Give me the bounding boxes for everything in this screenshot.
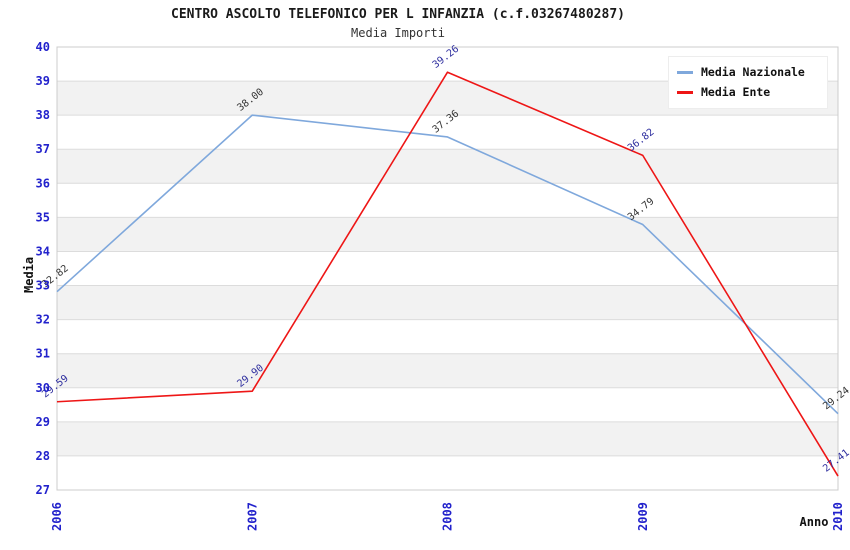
y-tick-label: 33: [36, 279, 50, 293]
series-line-media-nazionale: [56, 114, 839, 415]
plot-band: [57, 455, 838, 490]
legend-label: Media Nazionale: [701, 65, 805, 79]
x-tick-label: 2007: [245, 502, 259, 531]
plot-border: [56, 46, 839, 491]
y-tick-label: 29: [36, 415, 50, 429]
plot-band: [57, 285, 838, 320]
plot-band: [57, 251, 838, 286]
y-tick-label: 34: [36, 244, 50, 258]
y-tick-label: 35: [36, 210, 50, 224]
x-tick-label: 2009: [636, 502, 650, 531]
x-tick-label: 2006: [50, 502, 64, 531]
y-tick-label: 31: [36, 347, 50, 361]
plot-band: [57, 421, 838, 456]
y-tick-label: 30: [36, 381, 50, 395]
y-tick-label: 38: [36, 108, 50, 122]
plot-band: [57, 319, 838, 354]
legend-label: Media Ente: [701, 85, 771, 99]
legend: Media Nazionale Media Ente: [668, 56, 828, 109]
y-tick-label: 40: [36, 40, 50, 54]
plot-band: [57, 217, 838, 252]
chart-subtitle: Media Importi: [351, 26, 445, 40]
x-axis-title: Anno: [800, 515, 829, 529]
series-line-media-ente: [56, 71, 839, 477]
chart-title: CENTRO ASCOLTO TELEFONICO PER L INFANZIA…: [171, 7, 625, 22]
legend-item-media-ente: Media Ente: [677, 82, 819, 102]
y-tick-label: 28: [36, 449, 50, 463]
plot-band: [57, 387, 838, 422]
y-axis-title: Media: [22, 257, 36, 293]
y-tick-label: 36: [36, 176, 50, 190]
plot-band: [57, 115, 838, 150]
plot-band: [57, 149, 838, 184]
y-tick-label: 39: [36, 74, 50, 88]
media-nazionale-line-swatch-icon: [677, 70, 693, 74]
media-ente-line-swatch-icon: [677, 90, 693, 94]
plot-band: [57, 183, 838, 218]
y-tick-label: 37: [36, 142, 50, 156]
y-tick-label: 27: [36, 483, 50, 497]
legend-item-media-nazionale: Media Nazionale: [677, 62, 819, 82]
x-tick-label: 2008: [441, 502, 455, 531]
x-tick-label: 2010: [831, 502, 845, 531]
y-tick-label: 32: [36, 313, 50, 327]
plot-band: [57, 353, 838, 388]
